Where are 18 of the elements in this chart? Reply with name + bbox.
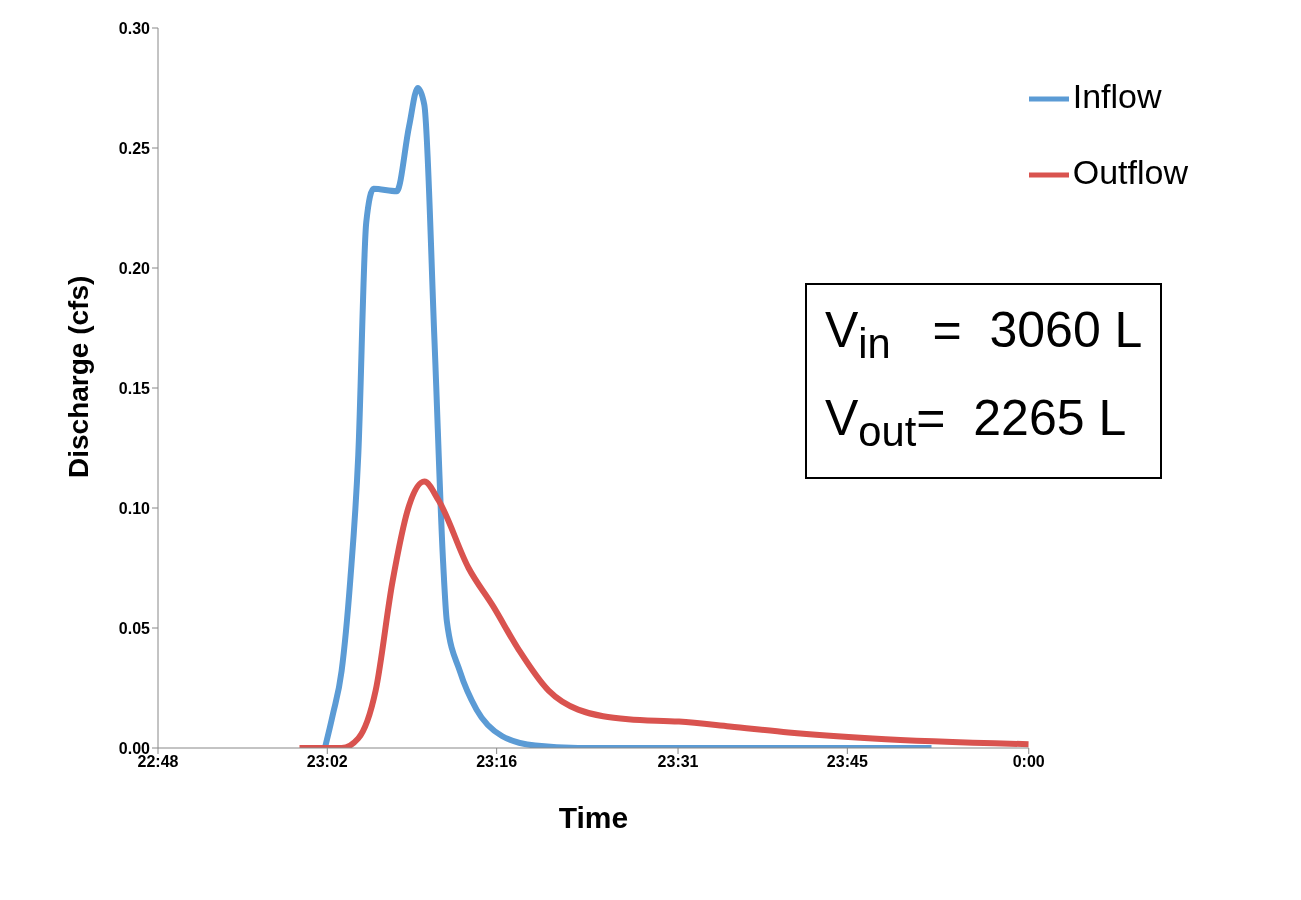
y-tick-label: 0.20 [118, 259, 151, 277]
legend-label: Inflow [1072, 77, 1162, 115]
x-tick-label: 23:16 [476, 753, 518, 771]
x-tick-label: 23:45 [826, 753, 868, 771]
x-tick-label: 23:02 [306, 753, 348, 771]
annotation: V$_{out}$= 2265 L [825, 389, 1128, 457]
annotation: V$_{in}$ = 3060 L [825, 301, 1143, 369]
x-tick-label: 23:31 [657, 753, 699, 771]
x-tick-label: 22:48 [137, 753, 179, 771]
y-tick-label: 0.05 [118, 619, 151, 637]
x-tick-label: 0:00 [1012, 753, 1045, 771]
legend-label: Outflow [1072, 153, 1188, 191]
y-tick-label: 0.10 [118, 499, 151, 517]
y-axis-title: Discharge (cfs) [62, 275, 94, 478]
x-axis-title: Time [558, 801, 629, 834]
y-tick-label: 0.15 [118, 379, 151, 397]
y-tick-label: 0.25 [118, 139, 151, 157]
y-tick-label: 0.30 [118, 19, 151, 37]
